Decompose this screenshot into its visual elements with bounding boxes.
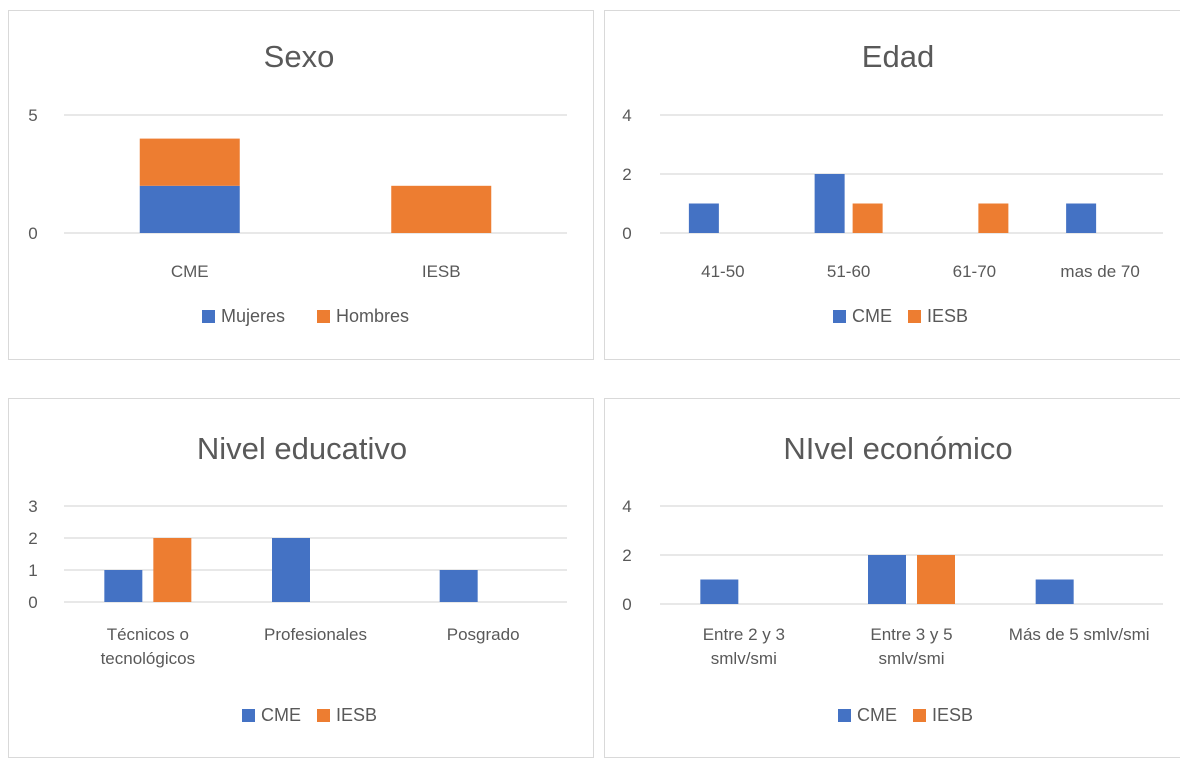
chart-title: Sexo [264,39,335,74]
bar [272,538,310,602]
chart-title: Edad [862,39,934,74]
legend-label: IESB [336,705,377,725]
x-category-label: Profesionales [264,625,367,644]
legend-swatch [242,709,255,722]
y-tick-label: 3 [28,497,37,516]
chart-svg: Nivel educativo 0 1 2 3 Técnicos o tecnológico… [28,431,567,725]
x-category-label: 61-70 [953,262,996,281]
x-category-label: smlv/smi [878,649,944,668]
legend-swatch [317,310,330,323]
y-tick-label: 0 [622,224,631,243]
y-tick-label: 4 [622,497,631,516]
chart-panel-sexo: Sexo 0 5 CME IESB Mujeres Hombres [8,10,594,360]
chart-panel-nivel-educativo: Nivel educativo 0 1 2 3 Técnicos o tecnológico… [8,398,594,758]
y-tick-label: 4 [622,106,631,125]
bar [139,138,240,186]
chart-svg: NIvel económico 0 2 4 Entre 2 y 3 smlv/smi Ent… [622,431,1163,725]
y-tick-label: 2 [622,546,631,565]
legend-swatch [833,310,846,323]
bar [852,203,883,233]
y-tick-label: 0 [28,224,37,243]
x-category-label: smlv/smi [711,649,777,668]
chart-svg: Sexo 0 5 CME IESB Mujeres Hombres [28,39,567,326]
legend-swatch [202,310,215,323]
bar [1066,203,1097,233]
chart-title: Nivel educativo [197,431,407,466]
y-tick-label: 5 [28,106,37,125]
y-tick-label: 0 [622,595,631,614]
chart-panel-edad: Edad 0 2 4 41-50 51-60 61-70 mas de 70 CME IESB [604,10,1180,360]
x-category-label: Técnicos o [107,625,189,644]
bar [700,579,739,604]
x-category-label: 51-60 [827,262,870,281]
bar [688,203,719,233]
bar [1035,579,1074,604]
x-category-label: Entre 2 y 3 [703,625,785,644]
x-category-label: CME [171,262,209,281]
legend-label: IESB [932,705,973,725]
legend-label: IESB [927,306,968,326]
x-category-label: 41-50 [701,262,744,281]
x-category-label: mas de 70 [1060,262,1139,281]
chart-panel-nivel-economico: NIvel económico 0 2 4 Entre 2 y 3 smlv/smi Ent… [604,398,1180,758]
y-tick-label: 2 [28,529,37,548]
x-category-label: tecnológicos [101,649,196,668]
bar [391,185,492,233]
chart-svg: Edad 0 2 4 41-50 51-60 61-70 mas de 70 CME IESB [622,39,1163,326]
x-category-label: Posgrado [447,625,520,644]
y-tick-label: 2 [622,165,631,184]
y-tick-label: 0 [28,593,37,612]
bar [978,203,1009,233]
legend-label: Hombres [336,306,409,326]
legend-swatch [913,709,926,722]
x-category-label: IESB [422,262,461,281]
legend-swatch [838,709,851,722]
x-category-label: Entre 3 y 5 [870,625,952,644]
bar [814,174,845,233]
bar [139,185,240,233]
legend-label: Mujeres [221,306,285,326]
legend-label: CME [261,705,301,725]
x-category-label: Más de 5 smlv/smi [1009,625,1150,644]
legend-label: CME [852,306,892,326]
bar [868,555,906,604]
legend-swatch [317,709,330,722]
bar [104,570,143,602]
bar [917,555,955,604]
y-tick-label: 1 [28,561,37,580]
bar [439,570,478,602]
legend-swatch [908,310,921,323]
chart-title: NIvel económico [783,431,1012,466]
bar [153,538,192,602]
legend-label: CME [857,705,897,725]
